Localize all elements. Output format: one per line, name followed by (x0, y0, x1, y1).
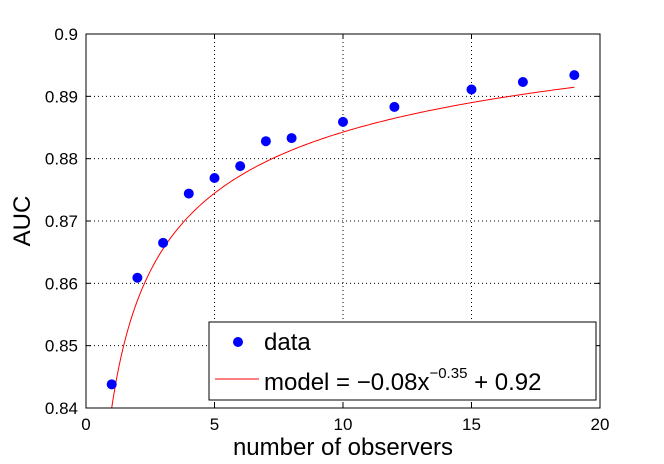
x-tick-label: 5 (210, 415, 219, 434)
data-point (158, 237, 169, 248)
x-tick-label: 20 (591, 415, 610, 434)
y-tick-label: 0.86 (45, 274, 78, 293)
data-point (183, 188, 194, 199)
data-point (260, 136, 271, 147)
legend-model-prefix: model = −0.08x (264, 369, 429, 396)
y-tick-label: 0.85 (45, 337, 78, 356)
data-point (389, 101, 400, 112)
legend-model-suffix: + 0.92 (467, 369, 541, 396)
legend-box (208, 321, 597, 401)
legend-data-marker (233, 337, 243, 347)
legend-model-exponent: −0.35 (429, 365, 467, 382)
y-tick-label: 0.84 (45, 399, 78, 418)
y-tick-label: 0.87 (45, 212, 78, 231)
x-tick-label: 15 (462, 415, 481, 434)
tick-labels: 0 5 10 15 20 0.84 0.85 0.86 0.87 0.88 0.89 0.9 (45, 25, 610, 434)
x-axis-title: number of observers (233, 434, 453, 461)
legend: data model = −0.08x−0.35 + 0.92 (208, 321, 597, 401)
legend-model-label: model = −0.08x−0.35 + 0.92 (264, 365, 541, 396)
data-point (338, 116, 348, 127)
x-tick-label: 10 (334, 415, 353, 434)
data-point (286, 133, 297, 144)
data-point (466, 84, 477, 95)
y-axis-title: AUC (9, 196, 36, 247)
legend-data-label: data (264, 329, 311, 356)
data-point (235, 161, 246, 172)
y-tick-label: 0.88 (45, 150, 78, 169)
y-tick-label: 0.89 (45, 87, 78, 106)
model-curve (111, 86, 575, 409)
x-tick-label: 0 (81, 415, 90, 434)
data-point (569, 70, 580, 81)
data-point (517, 76, 528, 87)
data-point (209, 172, 220, 183)
data-point (106, 379, 117, 390)
data-point (132, 272, 143, 283)
axis-ticks (85, 33, 601, 409)
data-series (106, 70, 580, 390)
y-tick-label: 0.9 (54, 25, 78, 44)
model-series (111, 86, 575, 409)
